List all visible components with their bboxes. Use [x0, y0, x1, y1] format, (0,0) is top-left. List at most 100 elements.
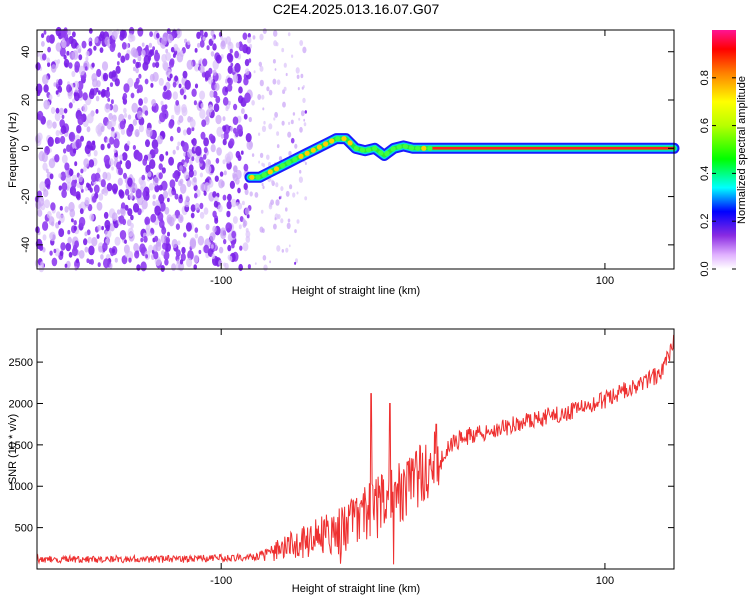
noise-speckle: [97, 167, 101, 174]
noise-speckle: [203, 207, 209, 215]
noise-speckle: [249, 191, 253, 197]
noise-speckle: [47, 136, 54, 147]
x-tick-label: -100: [210, 275, 232, 287]
noise-speckle: [82, 92, 88, 101]
noise-speckle: [59, 214, 65, 224]
noise-speckle: [176, 259, 180, 264]
noise-speckle: [203, 147, 208, 154]
noise-speckle: [59, 250, 64, 257]
noise-speckle: [72, 98, 76, 104]
y-tick-label: 1500: [9, 440, 33, 452]
noise-speckle: [186, 59, 194, 70]
ridge-blob: [280, 163, 286, 169]
y-tick-label: 1000: [9, 481, 33, 493]
noise-speckle: [61, 189, 67, 198]
noise-speckle: [290, 119, 294, 125]
noise-speckle: [299, 126, 303, 133]
noise-speckle: [203, 190, 207, 196]
noise-speckle: [97, 90, 101, 95]
noise-speckle: [198, 249, 202, 255]
noise-speckle: [96, 201, 103, 211]
noise-speckle: [37, 196, 45, 207]
noise-speckle: [240, 150, 244, 155]
noise-speckle: [96, 234, 100, 239]
noise-speckle: [222, 116, 226, 121]
noise-speckle: [150, 227, 154, 234]
noise-speckle: [123, 83, 130, 93]
noise-speckle: [61, 182, 68, 192]
noise-speckle: [162, 190, 169, 199]
noise-speckle: [120, 128, 126, 135]
noise-speckle: [106, 87, 110, 92]
noise-speckle: [235, 169, 242, 180]
noise-speckle: [199, 172, 203, 178]
noise-speckle: [121, 255, 128, 265]
noise-speckle: [254, 192, 259, 198]
noise-speckle: [193, 254, 199, 264]
noise-speckle: [79, 208, 84, 215]
noise-speckle: [68, 168, 74, 177]
noise-speckle: [200, 102, 204, 109]
noise-speckle: [228, 235, 232, 240]
noise-speckle: [231, 230, 237, 239]
noise-speckle: [130, 92, 135, 99]
noise-speckle: [117, 52, 122, 58]
noise-speckle: [244, 188, 249, 196]
noise-speckle: [149, 31, 154, 37]
noise-speckle: [159, 219, 165, 229]
noise-speckle: [41, 152, 48, 163]
noise-speckle: [268, 203, 273, 210]
ridge-blob: [341, 136, 347, 142]
noise-speckle: [158, 184, 163, 191]
noise-speckle: [245, 133, 252, 143]
noise-speckle: [112, 248, 115, 254]
noise-speckle: [74, 179, 78, 184]
y-tick-label: -20: [20, 189, 32, 205]
noise-speckle: [164, 258, 169, 266]
noise-speckle: [118, 167, 123, 176]
noise-speckle: [134, 250, 140, 259]
noise-speckle: [254, 262, 257, 265]
noise-speckle: [61, 154, 68, 164]
noise-speckle: [43, 99, 50, 110]
colorbar-tick-label: 0.4: [699, 166, 711, 181]
noise-speckle: [161, 167, 166, 174]
noise-speckle: [233, 103, 238, 111]
noise-speckle: [241, 108, 245, 115]
noise-speckle: [106, 182, 113, 192]
noise-speckle: [150, 213, 157, 223]
noise-speckle: [179, 259, 184, 265]
noise-speckle: [109, 158, 114, 166]
noise-speckle: [193, 176, 197, 183]
noise-speckle: [102, 171, 108, 180]
noise-speckle: [55, 42, 62, 52]
noise-speckle: [152, 177, 159, 187]
noise-speckle: [143, 96, 148, 104]
noise-speckle: [285, 72, 288, 77]
noise-speckle: [94, 36, 99, 44]
noise-speckle: [233, 165, 238, 173]
noise-speckle: [49, 173, 54, 180]
noise-speckle: [140, 179, 146, 189]
noise-speckle: [180, 253, 186, 262]
noise-speckle: [182, 142, 189, 153]
noise-speckle: [56, 211, 61, 219]
ridge-blob: [273, 166, 280, 172]
noise-speckle: [172, 91, 178, 100]
noise-speckle: [261, 94, 265, 100]
noise-speckle: [215, 157, 220, 164]
noise-speckle: [244, 92, 251, 103]
noise-speckle: [261, 125, 267, 132]
chart-title: C2E4.2025.013.16.07.G07: [273, 1, 440, 17]
noise-speckle: [93, 80, 97, 85]
noise-speckle: [59, 107, 64, 116]
noise-speckle: [187, 40, 191, 46]
noise-speckle: [116, 161, 121, 170]
noise-speckle: [176, 145, 180, 151]
noise-speckle: [78, 54, 83, 61]
noise-speckle: [149, 49, 153, 55]
noise-speckle: [123, 244, 130, 254]
noise-speckle: [136, 264, 141, 271]
noise-speckle: [226, 52, 233, 62]
noise-speckle: [222, 125, 227, 132]
